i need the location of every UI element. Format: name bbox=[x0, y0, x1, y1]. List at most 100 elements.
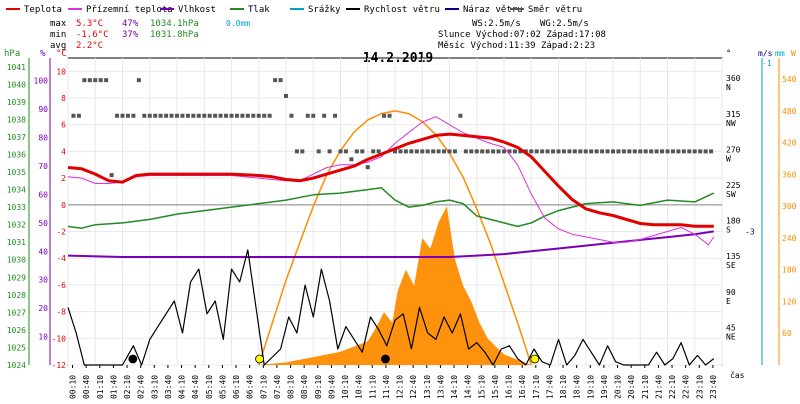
stats-avg-label: avg bbox=[50, 41, 66, 51]
wind-direction-point bbox=[534, 149, 539, 154]
time-tick: 20:10 bbox=[614, 375, 623, 399]
wind-direction-point bbox=[387, 113, 392, 118]
dir-tick-name: W bbox=[726, 154, 731, 163]
pct-tick: 70 bbox=[38, 162, 48, 171]
wind-direction-point bbox=[82, 78, 87, 83]
pct-tick: 20 bbox=[38, 304, 48, 313]
time-tick: 21:40 bbox=[654, 375, 663, 399]
time-tick: 02:40 bbox=[137, 375, 146, 399]
wind-direction-point bbox=[393, 149, 397, 154]
hpa-tick: 1027 bbox=[7, 308, 26, 317]
wind-direction-point bbox=[256, 113, 261, 118]
wind-direction-point bbox=[545, 149, 550, 154]
wind-direction-point bbox=[240, 113, 245, 118]
wind-direction-point bbox=[469, 149, 474, 154]
hpa-tick: 1031 bbox=[7, 238, 26, 247]
time-tick: 21:10 bbox=[641, 375, 650, 399]
wind-direction-point bbox=[589, 149, 594, 154]
wind-direction-point bbox=[698, 149, 703, 154]
wind-direction-point bbox=[338, 149, 343, 154]
wind-direction-point bbox=[605, 149, 610, 154]
wind-direction-point bbox=[142, 113, 147, 118]
wind-direction-point bbox=[616, 149, 621, 154]
series-4-line bbox=[67, 249, 715, 366]
pct-tick: 30 bbox=[38, 276, 48, 285]
hpa-tick: 1040 bbox=[7, 80, 26, 89]
c-tick: 4 bbox=[61, 147, 66, 156]
wind-direction-point bbox=[202, 113, 207, 118]
wind-direction-point bbox=[131, 113, 136, 118]
dir-tick-name: NE bbox=[726, 332, 736, 341]
time-tick: 07:40 bbox=[273, 375, 282, 399]
legend: Teplota Přízemní teplota Vlhkost Tlak Srážky… bbox=[6, 5, 582, 15]
pct-axis-label: % bbox=[40, 49, 46, 59]
wind-direction-point bbox=[218, 113, 223, 118]
stats-slunce: Slunce Východ:07:02 Západ:17:08 bbox=[438, 30, 606, 40]
time-tick: 22:10 bbox=[668, 375, 677, 399]
wind-direction-point bbox=[420, 149, 425, 154]
wind-direction-point bbox=[147, 113, 152, 118]
c-tick: -4 bbox=[56, 254, 66, 263]
dir-tick-deg: 45 bbox=[726, 323, 736, 332]
wind-direction-point bbox=[398, 149, 403, 154]
ms-tick: -3 bbox=[745, 228, 755, 237]
stats-min-temp: -1.6°C bbox=[76, 30, 109, 40]
hpa-tick: 1024 bbox=[7, 361, 26, 370]
wind-direction-point bbox=[529, 149, 534, 154]
wind-direction-point bbox=[289, 113, 294, 118]
wind-direction-point bbox=[611, 149, 615, 154]
legend-label: Přízemní teplota bbox=[86, 5, 173, 15]
dir-tick-name: S bbox=[726, 226, 731, 235]
legend-label: Náraz větru bbox=[463, 5, 523, 15]
wind-direction-point bbox=[654, 149, 659, 154]
stats-wg: WG:2.5m/s bbox=[540, 19, 589, 29]
stats-panel: max 5.3°C 47% 1034.1hPa 0.0mm min -1.6°C… bbox=[50, 19, 606, 51]
dir-tick-name: NW bbox=[726, 119, 736, 128]
hpa-axis-label: hPa bbox=[4, 49, 20, 59]
time-tick: 08:40 bbox=[300, 375, 309, 399]
moonrise-marker bbox=[381, 354, 390, 364]
w-tick: 120 bbox=[782, 297, 797, 306]
wind-direction-point bbox=[245, 113, 250, 118]
wind-direction-point bbox=[109, 173, 114, 178]
dir-tick-deg: 180 bbox=[726, 217, 741, 226]
time-tick: 04:10 bbox=[178, 375, 187, 399]
wind-direction-point bbox=[643, 149, 648, 154]
dir-tick-name: E bbox=[726, 297, 731, 306]
dir-tick-name: N bbox=[726, 83, 731, 92]
w-tick: 480 bbox=[782, 107, 797, 116]
w-tick: 300 bbox=[782, 202, 797, 211]
w-tick: 240 bbox=[782, 234, 797, 243]
pct-tick: 100 bbox=[34, 77, 49, 86]
dir-tick-deg: 360 bbox=[726, 74, 741, 83]
wind-direction-point bbox=[556, 149, 561, 154]
wind-direction-point bbox=[692, 149, 697, 154]
wind-direction-point bbox=[572, 149, 577, 154]
time-tick: 15:10 bbox=[477, 375, 486, 399]
wind-direction-point bbox=[660, 149, 665, 154]
wind-direction-point bbox=[300, 149, 305, 154]
time-tick: 05:10 bbox=[205, 375, 214, 399]
time-tick: 06:10 bbox=[232, 375, 241, 399]
hpa-tick: 1033 bbox=[7, 203, 26, 212]
wind-direction-point bbox=[273, 78, 278, 83]
wind-direction-point bbox=[234, 113, 239, 118]
time-tick: 07:10 bbox=[259, 375, 268, 399]
wind-direction-point bbox=[207, 113, 212, 118]
wind-direction-point bbox=[447, 149, 452, 154]
w-tick: 360 bbox=[782, 170, 797, 179]
time-tick: 14:10 bbox=[450, 375, 459, 399]
time-tick: 18:10 bbox=[559, 375, 568, 399]
time-tick: 13:10 bbox=[423, 375, 432, 399]
legend-label: Rychlost větru bbox=[364, 5, 440, 15]
wind-direction-point bbox=[343, 149, 348, 154]
c-tick: 0 bbox=[61, 201, 66, 210]
wind-direction-point bbox=[354, 149, 359, 154]
time-tick: 14:40 bbox=[464, 375, 473, 399]
time-tick: 08:10 bbox=[287, 375, 296, 399]
time-tick: 03:10 bbox=[150, 375, 159, 399]
hpa-tick: 1041 bbox=[7, 63, 26, 72]
c-tick: 2 bbox=[61, 174, 66, 183]
